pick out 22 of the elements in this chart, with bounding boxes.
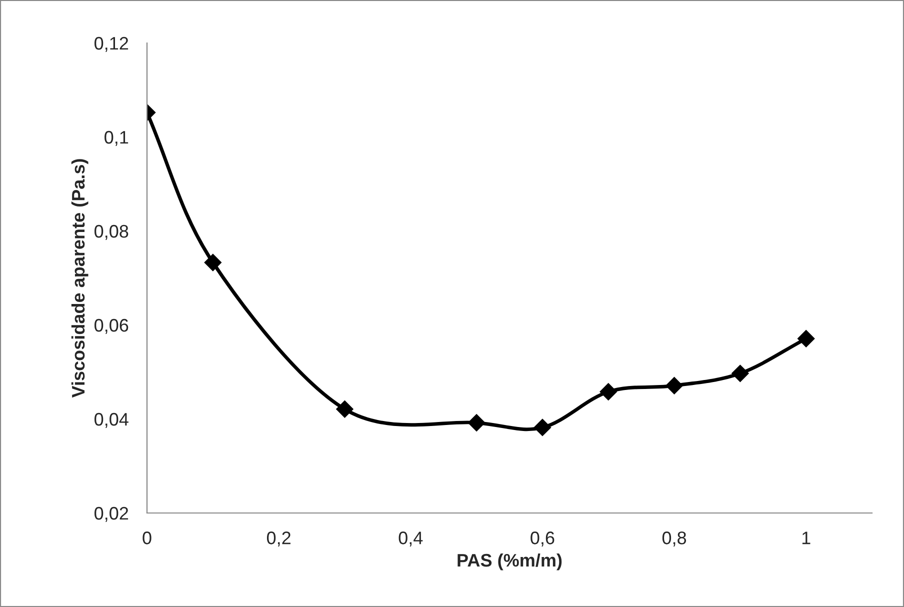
y-tick-label: 0,12 — [94, 36, 128, 52]
point — [468, 414, 486, 432]
point — [204, 254, 222, 272]
y-axis-title: Viscosidade aparente (Pa.s) — [71, 159, 88, 398]
x-tick-label: 0,4 — [398, 532, 423, 546]
y-tick-label: 0,02 — [94, 506, 128, 522]
y-tick-label: 0,08 — [94, 224, 128, 240]
point — [534, 418, 552, 436]
x-tick-label: 0 — [142, 532, 152, 544]
y-tick-label: 0,06 — [94, 318, 128, 334]
x-tick-label: 0,8 — [662, 532, 686, 546]
point — [336, 400, 354, 418]
point — [732, 364, 749, 382]
point — [600, 383, 617, 400]
y-tick-label: 0,1 — [104, 130, 128, 146]
x-tick-label: 0,2 — [266, 532, 290, 546]
x-axis-title: PAS (%m/m) — [458, 553, 562, 570]
point — [798, 330, 815, 348]
x-tick-label: 1 — [802, 532, 810, 544]
y-tick-label: 0,04 — [94, 412, 128, 428]
point — [666, 377, 683, 394]
x-tick-label: 0,6 — [530, 532, 554, 546]
